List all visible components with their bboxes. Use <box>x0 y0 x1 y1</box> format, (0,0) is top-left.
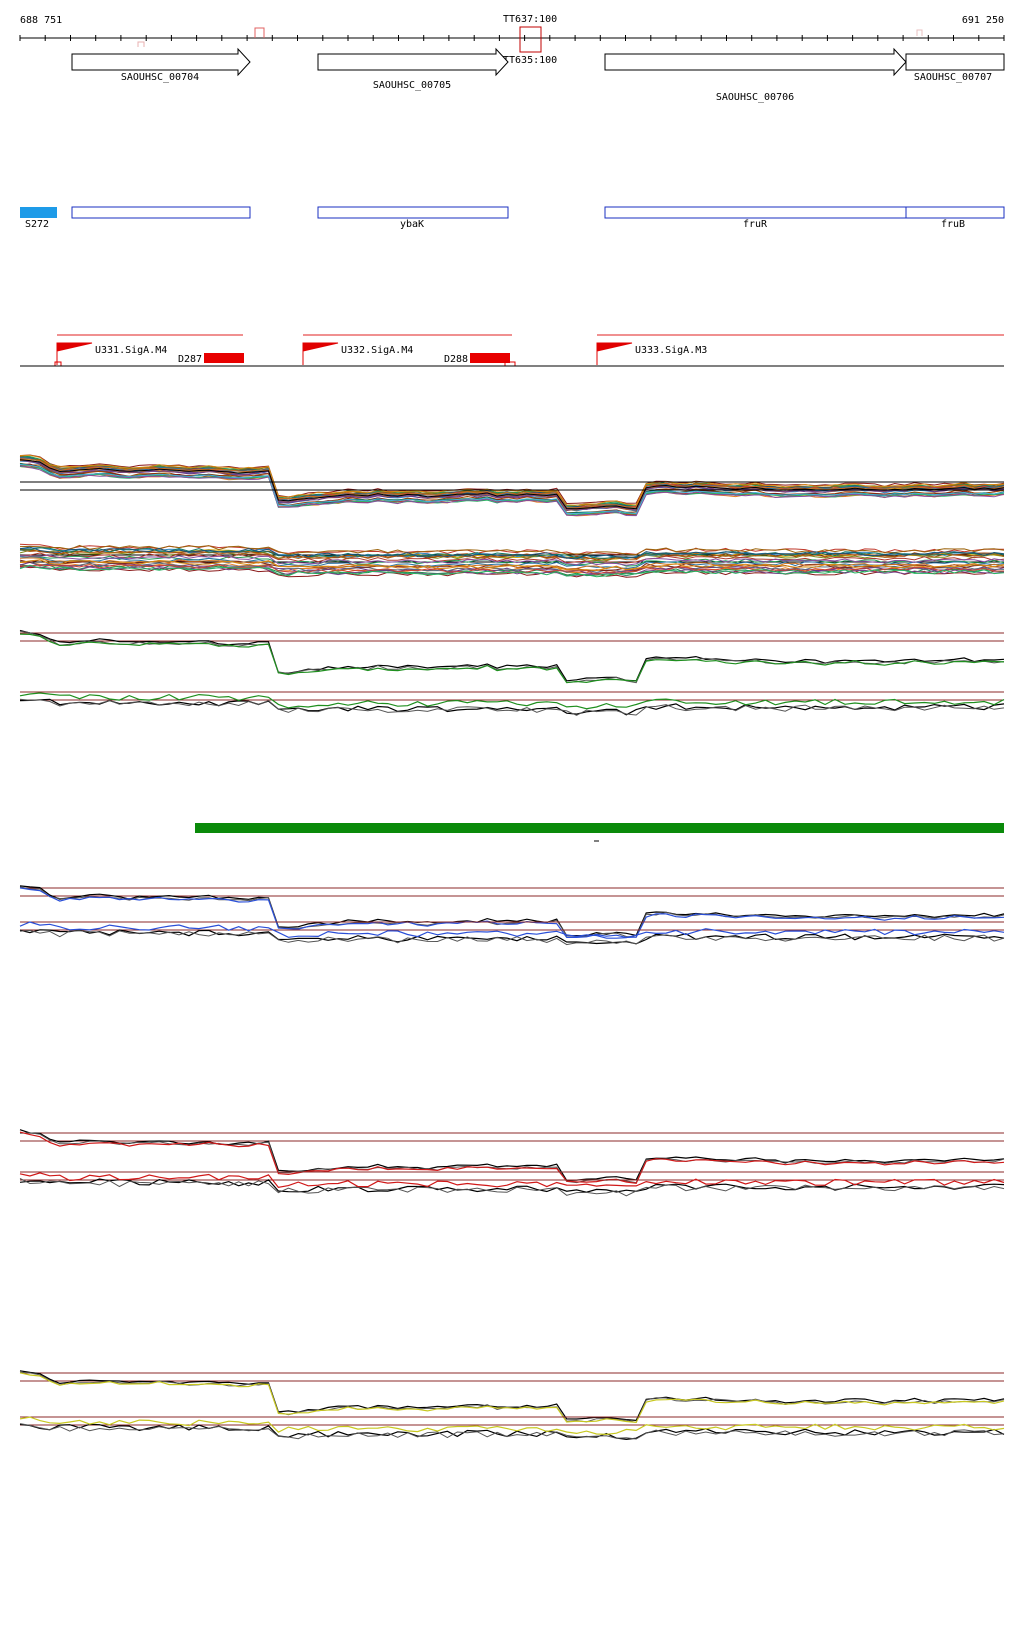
coordinate-end: 691 250 <box>962 15 1004 26</box>
condition-line-black <box>19 929 1005 945</box>
gene-label: SAOUHSC_00705 <box>373 80 451 91</box>
terminator-track: TT637:100 TT635:100 <box>137 14 923 66</box>
terminator-label: TT637:100 <box>503 14 557 25</box>
annotation-track: S272 ybaK fruR fruB <box>20 206 1005 230</box>
annotation-label: ybaK <box>400 219 424 230</box>
condition-line <box>19 887 1005 939</box>
sample-line <box>19 552 1005 564</box>
condition-line <box>19 1172 1005 1189</box>
sample-line <box>19 564 1005 578</box>
promoter-label: U332.SigA.M4 <box>341 345 413 356</box>
annotation-label: S272 <box>25 219 49 230</box>
condition-line-gray <box>19 1132 1005 1184</box>
gene-label: SAOUHSC_00704 <box>121 72 199 83</box>
annotation-label: fruB <box>941 219 965 230</box>
sample-line <box>19 559 1005 572</box>
condition-line <box>19 1131 1005 1184</box>
promoter-track: U331.SigA.M4 U332.SigA.M4 U333.SigA.M3 D… <box>20 334 1004 367</box>
sample-line <box>19 554 1005 566</box>
condition-line <box>19 692 1005 710</box>
gene-arrow <box>905 53 1005 71</box>
terminator-mark <box>137 41 145 47</box>
coordinate-ruler: 688 751 691 250 <box>19 15 1005 41</box>
condition-line <box>19 1372 1005 1424</box>
sample-line <box>19 546 1005 560</box>
ruler-ticks <box>19 35 1005 41</box>
condition-line-black <box>19 885 1005 937</box>
annotation-box <box>905 206 1005 219</box>
promoter-flag <box>596 342 633 365</box>
condition-line <box>19 633 1005 684</box>
condition-line-black <box>19 629 1005 682</box>
promoter-label: U333.SigA.M3 <box>635 345 707 356</box>
gene-arrow <box>604 47 907 77</box>
promoter-flag <box>56 342 93 365</box>
element-mark <box>54 361 62 367</box>
sample-line <box>19 549 1005 562</box>
promoter-label: U331.SigA.M4 <box>95 345 167 356</box>
terminator-mark <box>916 29 923 36</box>
condition-line-black <box>19 1129 1005 1182</box>
condition-line <box>19 921 1005 939</box>
condition-line-black <box>19 698 1005 716</box>
element-block <box>204 353 244 363</box>
sample-line <box>19 455 1005 508</box>
element-label: D287 <box>178 354 202 365</box>
condition-line-black <box>19 1370 1005 1422</box>
condition-line-gray <box>19 929 1005 946</box>
element-label: D288 <box>444 354 468 365</box>
sample-line <box>19 564 1005 577</box>
gene-label: SAOUHSC_00706 <box>716 92 794 103</box>
sample-line <box>19 458 1005 509</box>
gene-arrow <box>71 47 251 77</box>
annotation-box <box>604 206 907 219</box>
annotation-label: fruR <box>743 219 768 230</box>
condition-line-gray <box>19 630 1005 684</box>
sample-line <box>19 454 1005 506</box>
sample-line <box>19 464 1005 515</box>
coverage-bar <box>195 823 1004 833</box>
coordinate-start: 688 751 <box>20 15 62 26</box>
gene-arrow <box>317 47 509 77</box>
promoter-flag <box>302 342 339 365</box>
annotation-box <box>71 206 251 219</box>
terminator-mark <box>254 27 265 38</box>
condition-line <box>19 1416 1005 1436</box>
expression-tracks <box>19 454 1005 1441</box>
condition-line-gray <box>19 698 1005 716</box>
annotation-box-s272 <box>20 207 57 218</box>
gene-track: SAOUHSC_00704 SAOUHSC_00705 SAOUHSC_0070… <box>71 47 1005 103</box>
condition-line-gray <box>19 1423 1005 1440</box>
terminator-label: TT635:100 <box>503 55 557 66</box>
annotation-box <box>317 206 509 219</box>
condition-line-gray <box>19 1371 1005 1423</box>
element-block <box>470 353 510 363</box>
terminator-box <box>519 26 542 53</box>
sample-line <box>19 544 1005 556</box>
condition-line-gray <box>19 1178 1005 1197</box>
gene-label: SAOUHSC_00707 <box>914 72 992 83</box>
sample-line <box>19 465 1005 517</box>
